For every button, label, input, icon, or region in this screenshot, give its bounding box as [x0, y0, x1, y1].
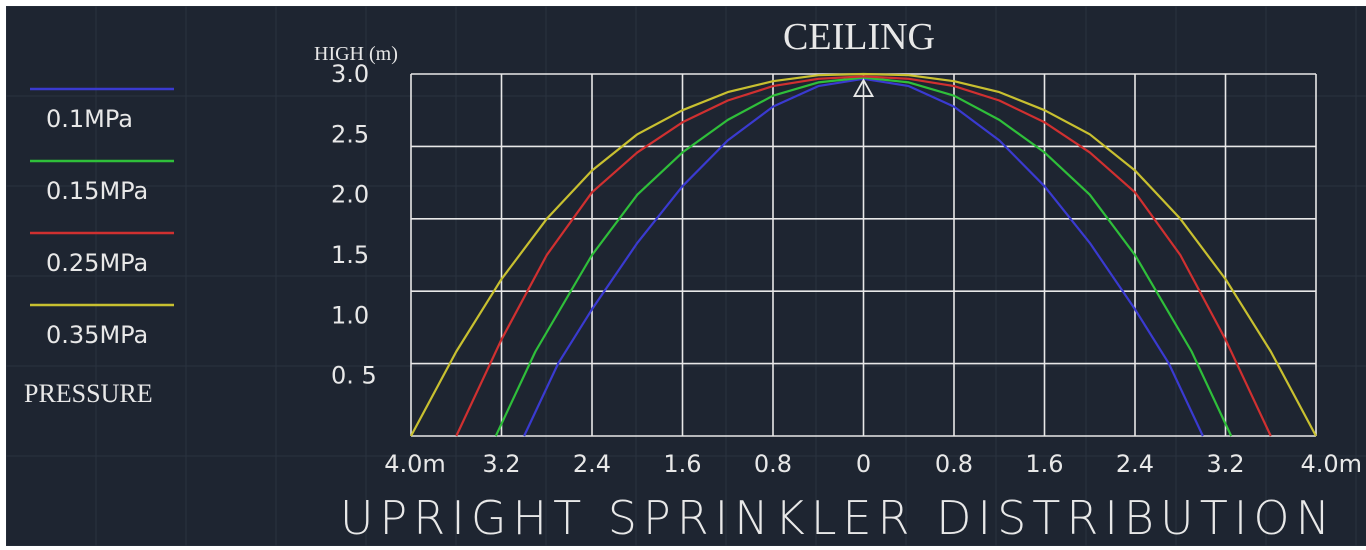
plot-grid — [410, 73, 1317, 437]
series-line-035mpa — [410, 72, 1317, 437]
x-tick-label: 3.2 — [482, 450, 520, 478]
chart-title: CEILING — [783, 16, 935, 58]
y-tick-label: 0. 5 — [331, 362, 377, 390]
legend-label: 0.1MPa — [46, 105, 133, 133]
y-tick-label: 1.0 — [331, 301, 369, 329]
chart-subtitle: UPRIGHT SPRINKLER DISTRIBUTION — [340, 491, 1336, 545]
legend-title: PRESSURE — [24, 379, 153, 408]
series-line-025mpa — [455, 75, 1272, 437]
y-tick-label: 2.0 — [331, 181, 369, 209]
x-tick-label: 0.8 — [754, 450, 792, 478]
legend-label: 0.15MPa — [46, 177, 148, 205]
y-tick-label: 2.5 — [331, 120, 369, 148]
x-tick-label: 3.2 — [1206, 450, 1244, 478]
legend-label: 0.35MPa — [46, 321, 148, 349]
background-faint-grid — [6, 6, 1366, 546]
y-tick-label: 3.0 — [331, 60, 369, 88]
series-layer — [410, 72, 1317, 437]
y-tick-label: 1.5 — [331, 241, 369, 269]
x-tick-label: 4.0m — [1300, 450, 1362, 478]
x-tick-label: 1.6 — [1025, 450, 1063, 478]
y-tick-labels: 3.0 2.5 2.0 1.5 1.0 0. 5 — [331, 60, 377, 390]
x-tick-label: 2.4 — [573, 450, 611, 478]
legend-label: 0.25MPa — [46, 249, 148, 277]
sprinkler-distribution-chart: 3.0 2.5 2.0 1.5 1.0 0. 5 4.0m 3.2 2.4 1.6 0.8 0 0.8… — [6, 6, 1366, 546]
y-axis-label: HIGH (m) — [314, 43, 398, 65]
sprinkler-marker-layer — [852, 78, 875, 97]
sprinkler-marker — [852, 78, 875, 97]
x-tick-label: 4.0m — [384, 450, 446, 478]
series-line-015mpa — [494, 76, 1233, 437]
x-tick-label: 1.6 — [663, 450, 701, 478]
chart-canvas: 3.0 2.5 2.0 1.5 1.0 0. 5 4.0m 3.2 2.4 1.6 0.8 0 0.8… — [6, 6, 1366, 546]
x-tick-labels: 4.0m 3.2 2.4 1.6 0.8 0 0.8 1.6 2.4 3.2 4.0m — [384, 450, 1362, 478]
x-tick-label: 0.8 — [935, 450, 973, 478]
x-tick-label: 2.4 — [1116, 450, 1154, 478]
legend: 0.1MPa 0.15MPa 0.25MPa 0.35MPa — [30, 87, 174, 349]
x-tick-label: 0 — [856, 450, 871, 478]
